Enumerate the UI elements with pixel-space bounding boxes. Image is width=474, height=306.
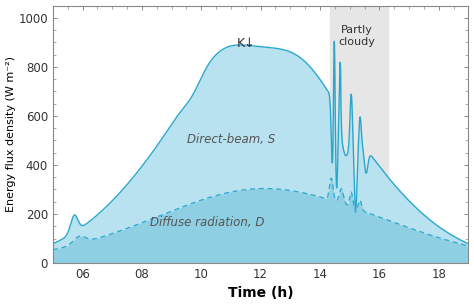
X-axis label: Time (h): Time (h) [228, 286, 293, 300]
Text: Partly
cloudy: Partly cloudy [339, 25, 375, 47]
Text: K↓: K↓ [237, 37, 255, 50]
Text: Direct-beam, S: Direct-beam, S [187, 133, 275, 146]
Bar [330, 6, 388, 263]
Text: Diffuse radiation, D: Diffuse radiation, D [150, 216, 264, 229]
Y-axis label: Energy flux density (W m⁻²): Energy flux density (W m⁻²) [6, 56, 16, 212]
